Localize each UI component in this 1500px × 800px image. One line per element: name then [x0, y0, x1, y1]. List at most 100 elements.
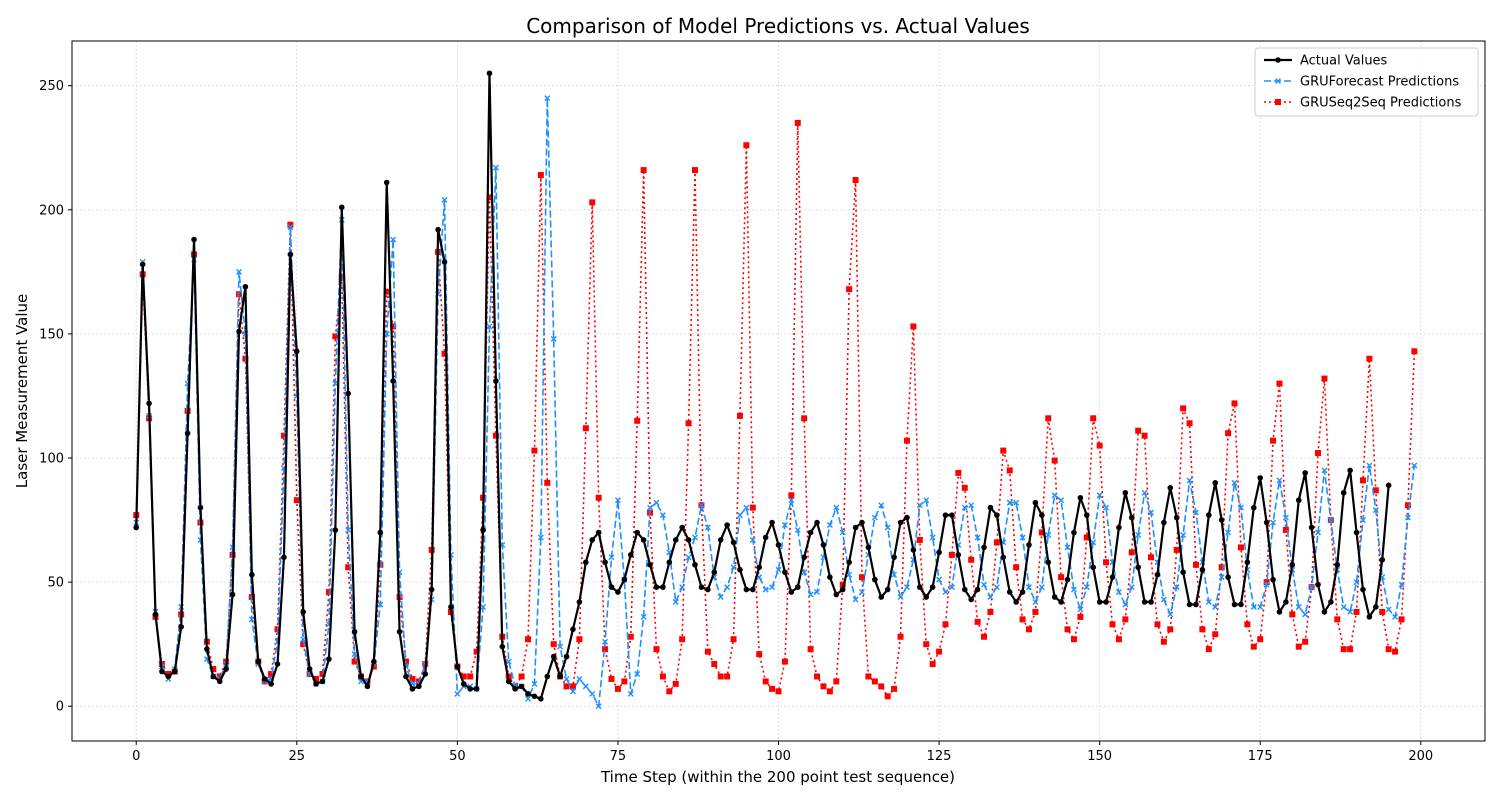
data-point-actual-values: [538, 696, 544, 702]
data-point-gruforecast-predictions: [974, 534, 981, 541]
data-point-gruseq2seq-predictions: [871, 678, 878, 685]
data-point-gruforecast-predictions: [377, 601, 384, 608]
data-point-actual-values: [1148, 599, 1154, 605]
data-point-actual-values: [139, 261, 146, 268]
data-point-actual-values: [692, 561, 698, 568]
data-point-actual-values: [1109, 574, 1116, 580]
data-point-actual-values: [1128, 514, 1135, 521]
data-point-gruforecast-predictions: [981, 581, 988, 588]
data-point-gruforecast-predictions: [1327, 517, 1334, 524]
data-point-actual-values: [1231, 601, 1238, 608]
data-point-actual-values: [833, 591, 840, 598]
data-point-actual-values: [1039, 512, 1045, 518]
data-point-actual-values: [621, 576, 628, 583]
data-point-gruforecast-predictions: [608, 554, 615, 561]
data-point-actual-values: [326, 656, 332, 662]
data-point-actual-values: [666, 559, 673, 566]
data-point-gruseq2seq-predictions: [749, 504, 756, 511]
data-point-actual-values: [570, 626, 576, 633]
data-point-gruseq2seq-predictions: [627, 633, 634, 640]
data-point-gruseq2seq-predictions: [916, 536, 923, 543]
data-point-gruseq2seq-predictions: [345, 564, 352, 571]
data-point-gruforecast-predictions: [235, 268, 242, 275]
data-point-actual-values: [949, 512, 955, 518]
data-point-gruforecast-predictions: [480, 603, 487, 610]
data-point-gruforecast-predictions: [627, 690, 634, 697]
data-point-actual-values: [910, 547, 917, 553]
data-point-gruseq2seq-predictions: [1392, 648, 1399, 655]
x-tick-label: 100: [766, 749, 791, 764]
data-point-gruseq2seq-predictions: [390, 323, 397, 330]
data-point-gruseq2seq-predictions: [338, 273, 345, 280]
data-point-actual-values: [891, 554, 897, 561]
data-point-actual-values: [319, 678, 326, 685]
data-point-gruseq2seq-predictions: [280, 432, 287, 439]
data-point-gruseq2seq-predictions: [621, 678, 628, 685]
data-point-actual-values: [1141, 599, 1148, 605]
data-point-gruforecast-predictions: [1141, 489, 1148, 496]
data-point-actual-values: [287, 251, 294, 258]
data-point-actual-values: [576, 599, 583, 605]
data-point-gruforecast-predictions: [544, 95, 551, 102]
data-point-gruseq2seq-predictions: [1244, 621, 1251, 628]
data-point-gruforecast-predictions: [1192, 509, 1199, 516]
data-point-actual-values: [717, 537, 724, 543]
data-point-actual-values: [724, 522, 730, 528]
data-point-gruforecast-predictions: [749, 536, 756, 543]
data-point-actual-values: [557, 673, 563, 680]
data-point-gruforecast-predictions: [807, 591, 814, 598]
data-point-gruforecast-predictions: [794, 527, 801, 534]
data-point-gruseq2seq-predictions: [775, 688, 782, 695]
data-point-actual-values: [923, 594, 930, 600]
y-tick-label: 0: [56, 700, 64, 715]
x-tick-label: 25: [289, 749, 306, 764]
data-point-actual-values: [332, 527, 339, 533]
data-point-gruseq2seq-predictions: [351, 658, 358, 665]
data-point-actual-values: [1167, 485, 1174, 491]
data-point-gruseq2seq-predictions: [974, 618, 981, 625]
data-point-gruforecast-predictions: [1212, 603, 1219, 610]
data-point-gruforecast-predictions: [1096, 492, 1103, 499]
data-point-actual-values: [306, 666, 313, 672]
data-point-gruforecast-predictions: [1411, 462, 1418, 469]
data-point-actual-values: [1321, 609, 1328, 615]
data-point-gruforecast-predictions: [441, 196, 448, 203]
data-point-gruseq2seq-predictions: [1302, 638, 1309, 645]
data-point-gruforecast-predictions: [332, 380, 339, 387]
data-point-gruseq2seq-predictions: [1109, 621, 1116, 628]
data-point-actual-values: [1116, 524, 1122, 531]
data-point-actual-values: [441, 259, 448, 265]
data-point-actual-values: [1096, 599, 1103, 605]
data-point-actual-values: [236, 328, 242, 335]
data-point-gruseq2seq-predictions: [1019, 616, 1026, 623]
data-point-gruforecast-predictions: [582, 683, 589, 690]
data-point-gruseq2seq-predictions: [1038, 529, 1045, 536]
data-point-gruforecast-predictions: [640, 613, 647, 620]
data-point-actual-values: [679, 524, 685, 531]
legend-marker-gruforecast-predictions: [1275, 78, 1281, 84]
data-point-actual-values: [1051, 594, 1058, 600]
legend-label-gruseq2seq-predictions: GRUSeq2Seq Predictions: [1300, 96, 1462, 111]
data-point-gruforecast-predictions: [1404, 514, 1411, 521]
data-point-actual-values: [171, 668, 178, 675]
data-point-actual-values: [281, 554, 287, 561]
data-point-gruforecast-predictions: [1263, 581, 1270, 588]
data-point-gruforecast-predictions: [704, 524, 711, 531]
data-point-actual-values: [839, 586, 846, 593]
data-point-actual-values: [204, 646, 210, 652]
data-point-gruseq2seq-predictions: [473, 648, 480, 655]
data-point-gruseq2seq-predictions: [640, 167, 647, 174]
data-point-gruforecast-predictions: [1180, 531, 1187, 538]
data-point-gruseq2seq-predictions: [1167, 626, 1174, 633]
data-point-gruforecast-predictions: [1392, 613, 1399, 620]
data-point-gruforecast-predictions: [961, 504, 968, 511]
data-point-gruforecast-predictions: [730, 564, 737, 571]
data-point-gruforecast-predictions: [717, 594, 724, 601]
data-point-actual-values: [460, 681, 467, 687]
data-point-gruforecast-predictions: [859, 589, 865, 596]
x-tick-label: 150: [1087, 749, 1112, 764]
data-point-gruseq2seq-predictions: [1115, 636, 1122, 643]
series-actual-values: [133, 70, 1392, 702]
data-point-actual-values: [1206, 512, 1212, 518]
data-point-actual-values: [499, 643, 506, 650]
